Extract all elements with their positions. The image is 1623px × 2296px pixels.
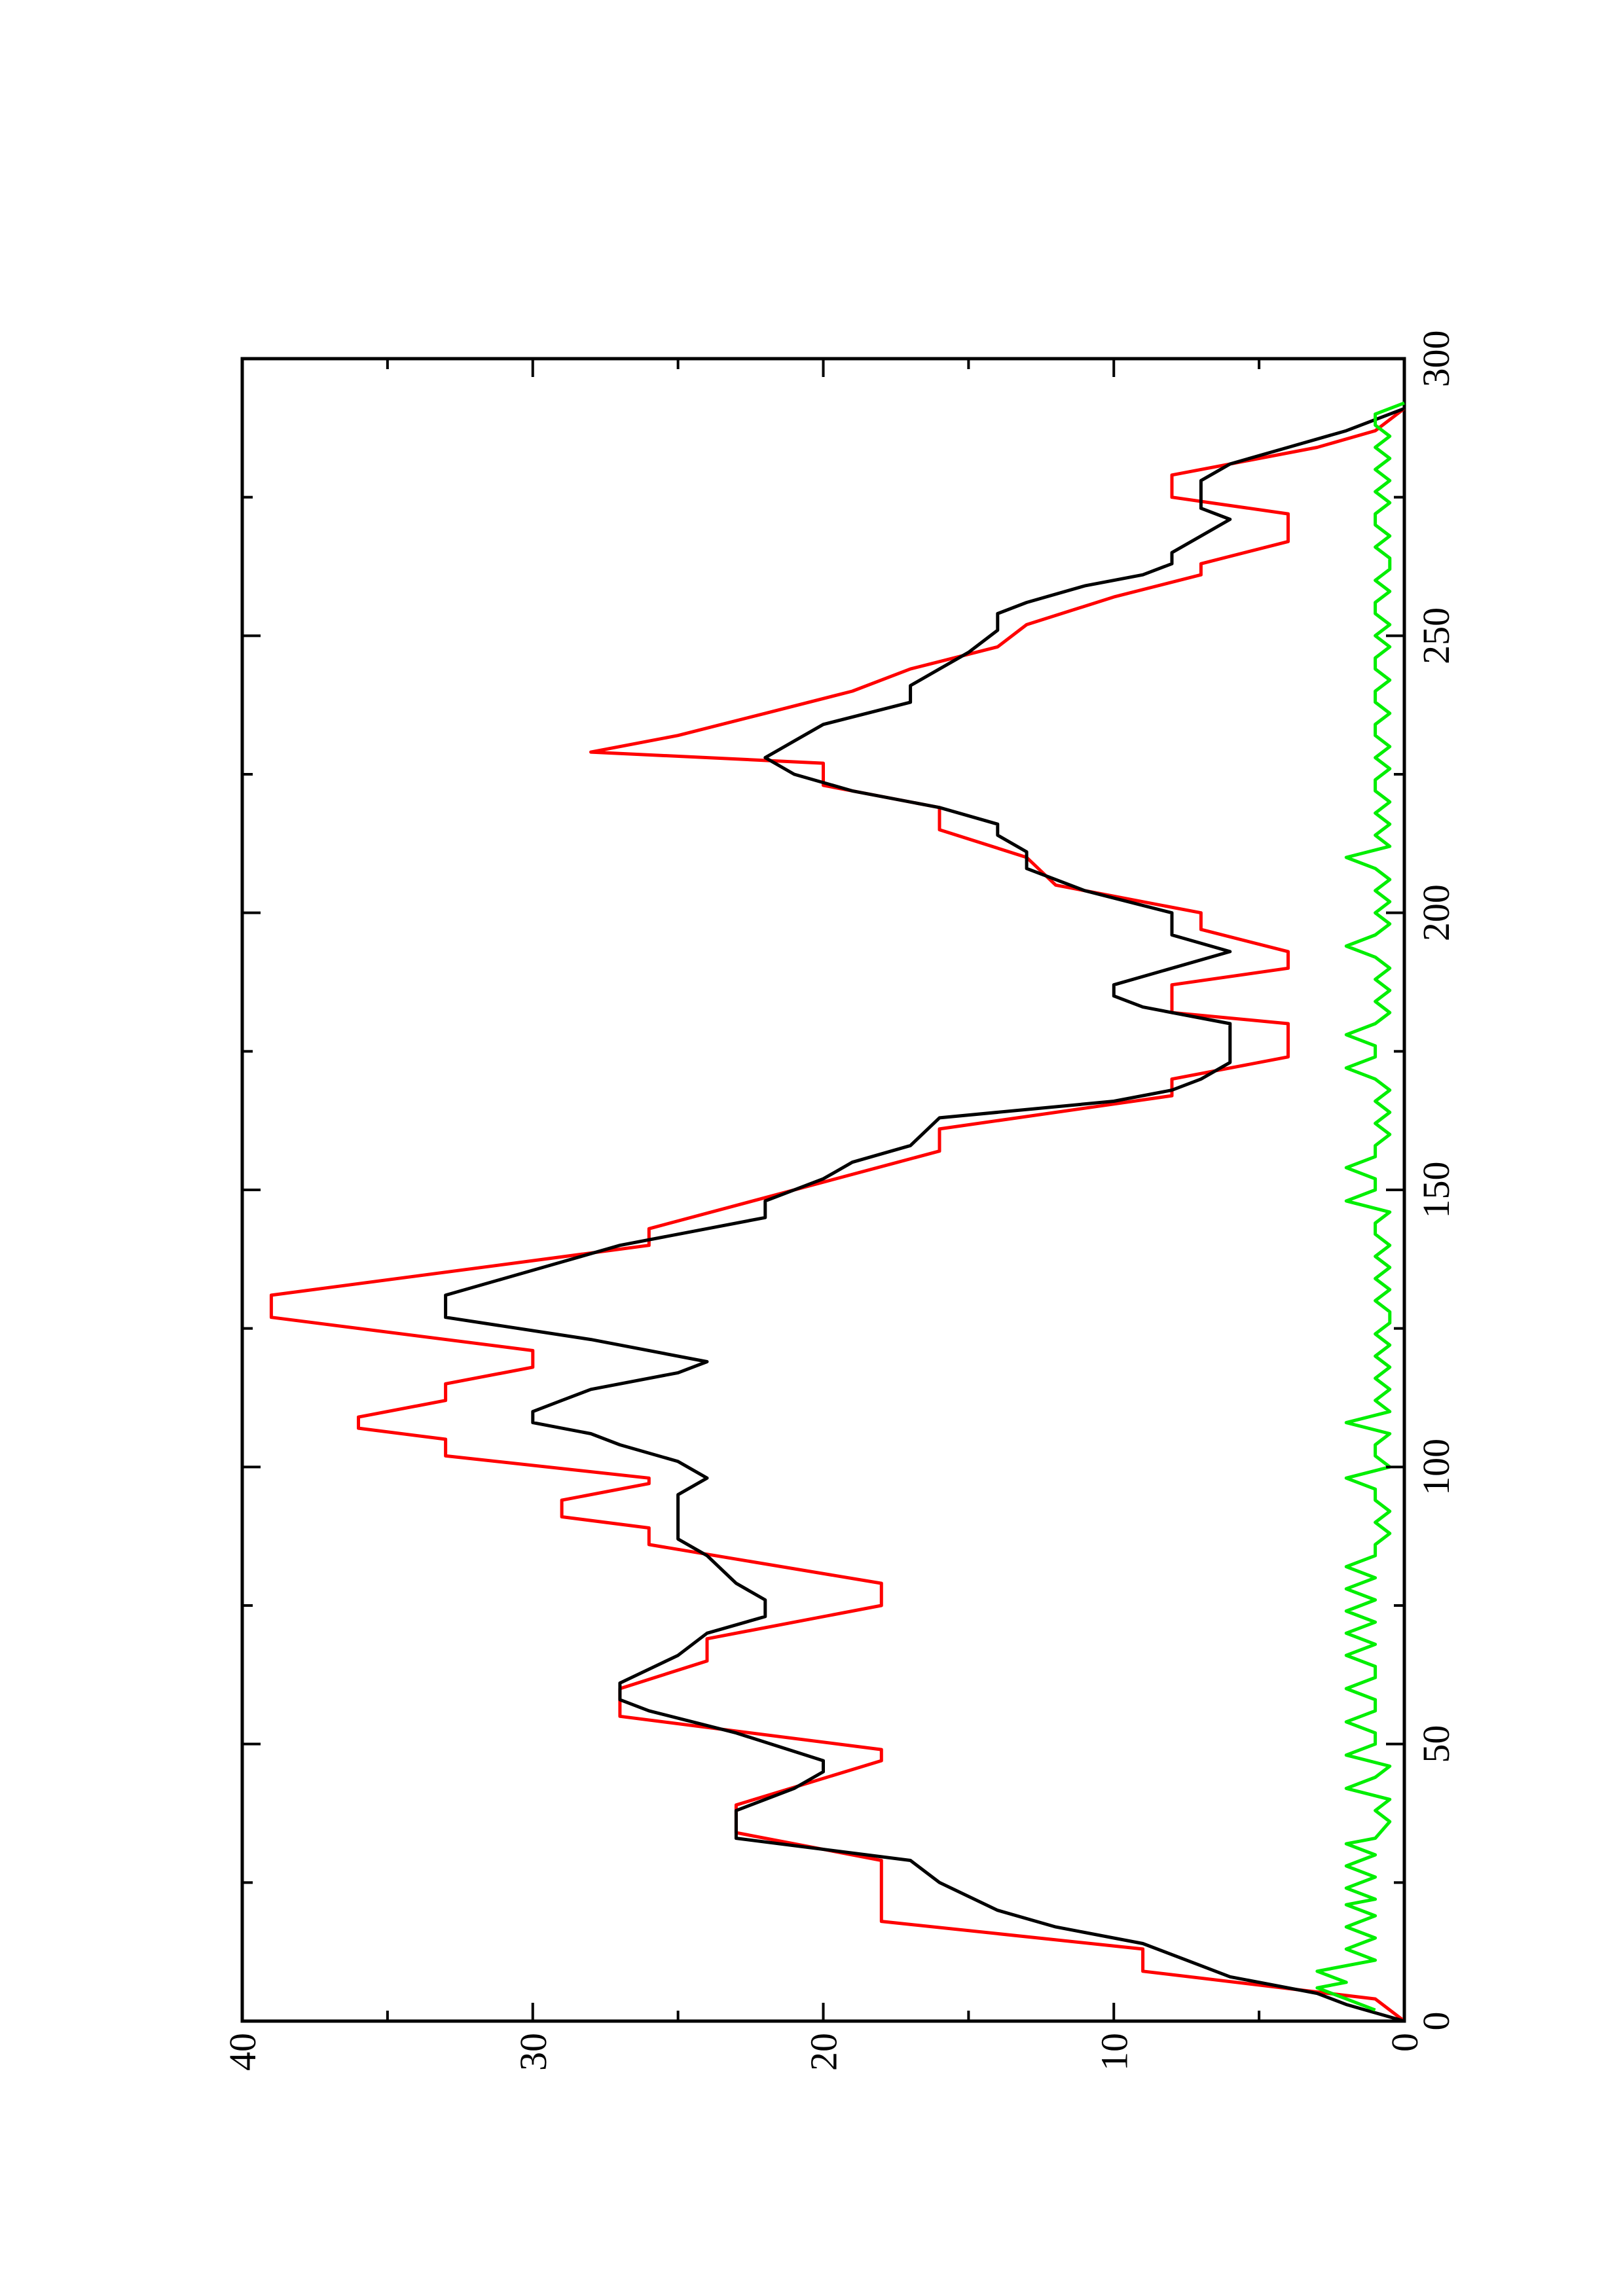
y-tick-label-4: 40 [221, 2033, 264, 2071]
series-line-0 [269, 407, 1406, 2022]
x-tick-label-0: 0 [1415, 2012, 1457, 2031]
x-tick-label-6: 300 [1415, 331, 1457, 387]
x-tick-label-5: 250 [1415, 607, 1457, 664]
rotated-plot: 0 50 100 150 200 250 300 0 10 20 30 40 [221, 331, 1457, 2072]
x-tick-labels: 0 50 100 150 200 250 300 [1415, 331, 1457, 2031]
series-layer [269, 401, 1406, 2023]
x-tick-label-1: 50 [1415, 1725, 1457, 1763]
x-tick-label-2: 100 [1415, 1439, 1457, 1496]
plot-area: 0 50 100 150 200 250 300 0 10 20 30 40 [221, 331, 1457, 2072]
y-tick-label-2: 20 [803, 2033, 845, 2071]
series-line-2 [1315, 401, 1405, 2012]
x-tick-label-3: 150 [1415, 1162, 1457, 1219]
tick-layer [241, 357, 1406, 2022]
y-tick-label-1: 10 [1093, 2033, 1135, 2071]
y-tick-label-3: 30 [512, 2033, 555, 2071]
y-tick-label-0: 0 [1383, 2033, 1426, 2052]
series-line-1 [444, 406, 1405, 2023]
x-tick-label-4: 200 [1415, 884, 1457, 941]
y-tick-labels: 0 10 20 30 40 [221, 2033, 1426, 2071]
